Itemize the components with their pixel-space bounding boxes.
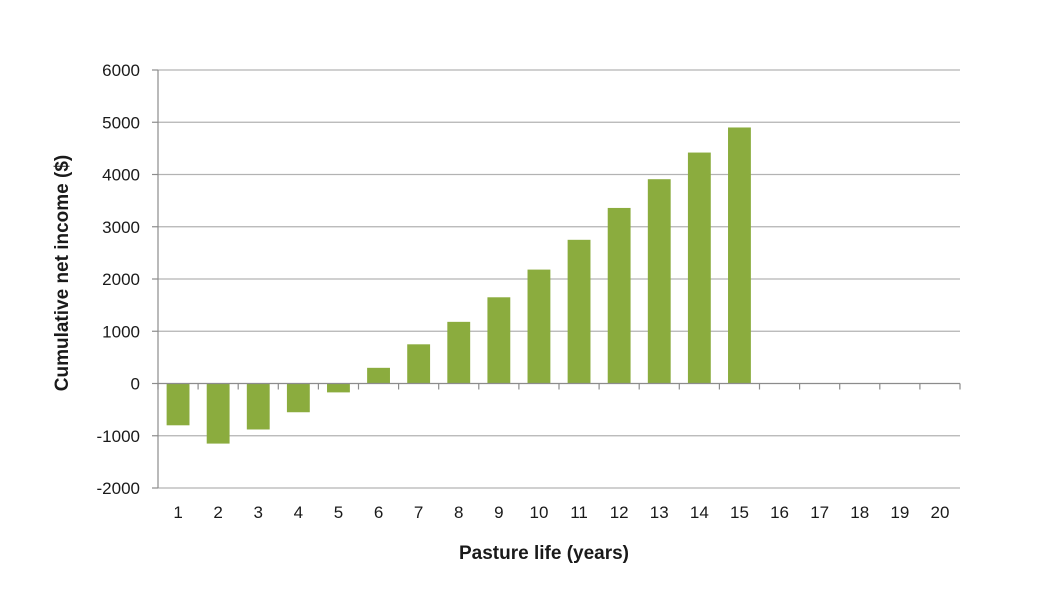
bar-year-9 [487, 297, 511, 384]
x-tick-label: 20 [930, 503, 949, 522]
x-tick-label: 6 [374, 503, 383, 522]
bar-year-5 [327, 383, 350, 393]
y-tick-label: 1000 [102, 322, 140, 341]
y-tick-label: 4000 [102, 166, 140, 185]
y-tick-label: 6000 [102, 61, 140, 80]
gridlines [158, 69, 960, 489]
x-tick-label: 13 [650, 503, 669, 522]
x-tick-label: 15 [730, 503, 749, 522]
x-tick-label: 4 [294, 503, 303, 522]
x-tick-label: 5 [334, 503, 343, 522]
bar-year-7 [407, 344, 431, 384]
x-tick-label: 8 [454, 503, 463, 522]
y-axis-title: Cumulative net income ($) [52, 155, 73, 392]
axes [152, 69, 961, 489]
x-tick-label: 10 [529, 503, 548, 522]
y-tick-label: 2000 [102, 270, 140, 289]
bar-year-13 [647, 179, 671, 384]
x-tick-label: 16 [770, 503, 789, 522]
x-tick-label: 14 [690, 503, 709, 522]
x-tick-label: 17 [810, 503, 829, 522]
bars [166, 127, 751, 444]
bar-year-8 [447, 321, 471, 384]
bar-year-1 [166, 383, 190, 426]
y-tick-label: 5000 [102, 113, 140, 132]
y-tick-label: 0 [131, 375, 140, 394]
bar-year-14 [687, 152, 711, 384]
x-tick-label: 11 [570, 503, 588, 522]
x-tick-label: 1 [173, 503, 182, 522]
bar-year-12 [607, 207, 631, 384]
x-tick-label: 9 [494, 503, 503, 522]
bar-year-3 [246, 383, 270, 430]
bar-year-6 [367, 367, 390, 384]
y-tick-label: 3000 [102, 218, 140, 237]
x-tick-label: 19 [890, 503, 909, 522]
x-tick-label: 7 [414, 503, 423, 522]
bar-year-2 [206, 383, 230, 444]
x-tick-label: 18 [850, 503, 869, 522]
y-tick-label: -2000 [97, 479, 140, 498]
bar-year-11 [567, 239, 591, 384]
x-tick-label: 12 [610, 503, 629, 522]
bar-year-15 [728, 127, 751, 384]
bar-year-10 [527, 269, 551, 384]
x-tick-label: 3 [254, 503, 263, 522]
x-tick-label: 2 [213, 503, 222, 522]
bar-year-4 [286, 383, 310, 413]
x-axis-title: Pasture life (years) [459, 543, 629, 564]
y-tick-label: -1000 [97, 427, 140, 446]
